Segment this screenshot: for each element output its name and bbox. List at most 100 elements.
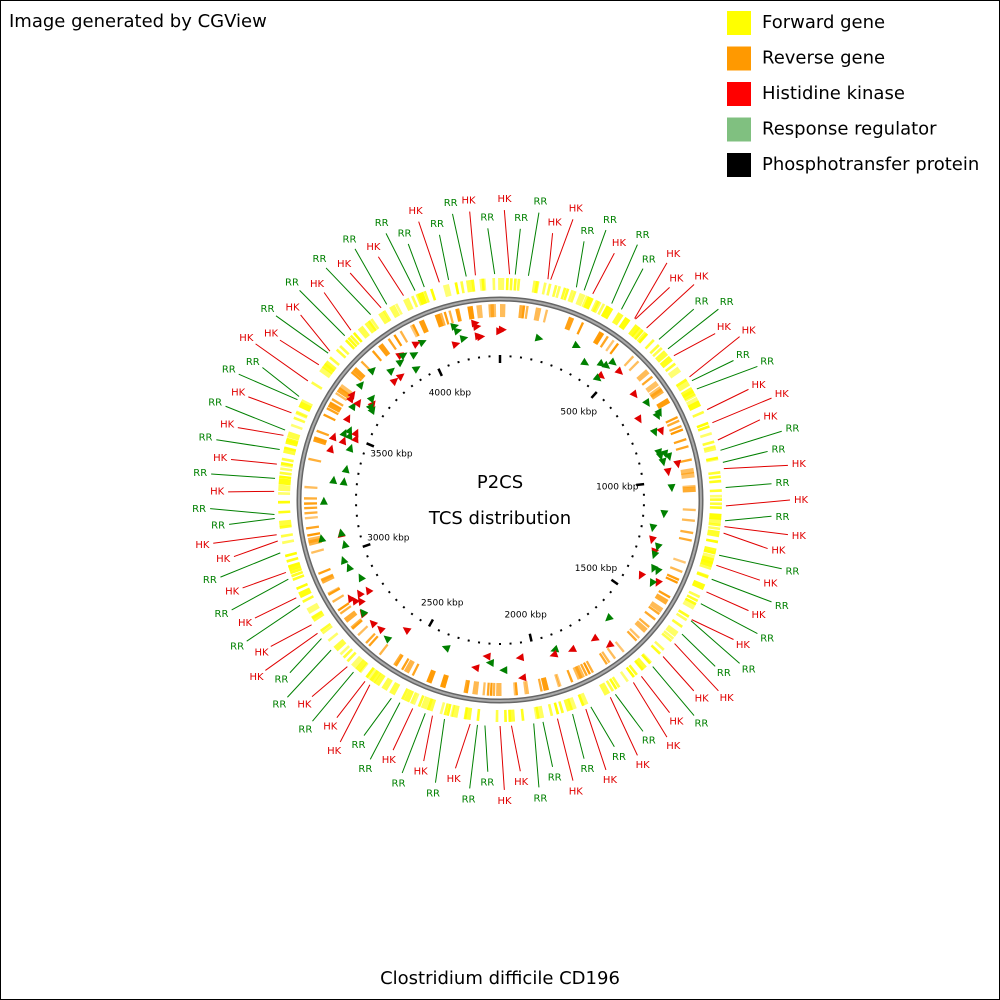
feature-label: HK <box>751 610 766 621</box>
forward-gene <box>450 704 456 717</box>
kinase-feature <box>365 586 374 596</box>
major-tick <box>437 368 443 377</box>
forward-gene <box>403 297 414 312</box>
label-leader <box>242 571 287 589</box>
reverse-gene <box>542 309 549 323</box>
regulator-feature <box>485 659 495 668</box>
kinase-feature <box>638 570 647 580</box>
reverse-gene <box>636 369 650 382</box>
reverse-gene <box>482 682 486 696</box>
forward-gene <box>394 303 403 316</box>
reverse-gene <box>496 682 502 696</box>
regulator-feature <box>534 333 544 342</box>
minor-tick <box>626 564 630 568</box>
forward-gene <box>671 618 683 628</box>
forward-gene <box>481 278 485 291</box>
reverse-gene <box>521 305 526 319</box>
label-leader <box>556 718 574 781</box>
forward-gene <box>634 657 647 671</box>
label-leader <box>287 649 332 698</box>
center-subtitle: TCS distribution <box>428 508 571 529</box>
major-tick <box>427 618 435 628</box>
forward-gene <box>355 659 368 673</box>
feature-label: HK <box>548 217 563 228</box>
reverse-gene <box>378 643 389 656</box>
label-leader <box>354 248 388 305</box>
forward-gene <box>664 362 677 373</box>
feature-label: RR <box>462 794 476 805</box>
feature-label: RR <box>785 566 799 577</box>
label-leader <box>237 427 284 436</box>
kinase-feature <box>549 649 559 658</box>
forward-gene <box>333 638 347 652</box>
label-leader <box>725 483 772 489</box>
minor-tick <box>586 612 590 616</box>
reverse-gene <box>336 387 351 399</box>
label-leader <box>533 723 540 788</box>
minor-tick <box>578 378 581 382</box>
forward-gene <box>302 595 314 603</box>
feature-label: RR <box>211 520 225 531</box>
label-leader <box>635 286 670 320</box>
minor-tick <box>631 442 634 445</box>
forward-gene <box>389 304 401 319</box>
forward-gene <box>349 334 360 346</box>
label-leader <box>228 490 275 493</box>
forward-gene <box>696 571 709 579</box>
forward-gene <box>319 622 332 633</box>
reverse-gene <box>669 424 682 432</box>
forward-gene <box>661 632 673 643</box>
reverse-gene <box>337 602 350 612</box>
kinase-feature <box>353 399 362 408</box>
minor-tick <box>638 462 641 465</box>
forward-gene <box>280 461 294 467</box>
feature-label: RR <box>717 668 731 679</box>
label-leader <box>662 656 695 692</box>
forward-gene <box>625 666 636 678</box>
forward-gene <box>706 457 719 463</box>
reverse-gene <box>323 413 336 422</box>
kinase-feature <box>357 589 365 599</box>
label-leader <box>719 554 782 570</box>
feature-label: HK <box>409 206 424 217</box>
feature-label: RR <box>636 230 650 241</box>
minor-tick <box>410 612 414 616</box>
feature-label: RR <box>203 575 217 586</box>
feature-label: HK <box>514 777 529 788</box>
minor-tick <box>375 423 379 427</box>
label-leader <box>438 234 450 281</box>
label-leader <box>265 632 318 671</box>
regulator-feature <box>367 367 376 376</box>
reverse-gene <box>601 651 611 664</box>
forward-gene <box>301 399 313 407</box>
label-leader <box>231 578 289 611</box>
feature-label: RR <box>776 478 790 489</box>
forward-gene <box>382 310 392 322</box>
feature-label: RR <box>392 778 406 789</box>
minor-tick <box>359 462 362 465</box>
minor-tick <box>410 384 414 388</box>
reverse-gene <box>645 380 659 393</box>
feature-label: HK <box>612 238 627 249</box>
feature-label: HK <box>337 259 352 270</box>
forward-gene <box>577 694 585 707</box>
label-leader <box>667 308 719 350</box>
feature-label: RR <box>612 752 626 763</box>
feature-label: RR <box>343 234 357 245</box>
regulator-feature <box>605 613 614 622</box>
regulator-feature <box>358 573 366 583</box>
reverse-gene <box>678 536 692 542</box>
forward-gene <box>298 401 312 412</box>
reverse-gene <box>393 653 403 666</box>
forward-gene <box>410 692 418 705</box>
regulator-feature <box>367 406 376 415</box>
forward-gene <box>513 278 517 291</box>
minor-tick <box>447 364 450 367</box>
regulator-feature <box>459 335 469 343</box>
minor-tick <box>387 590 391 594</box>
legend-swatch <box>727 82 751 106</box>
label-leader <box>454 723 471 769</box>
regulator-feature <box>664 452 673 462</box>
center-title: P2CS <box>477 472 523 493</box>
